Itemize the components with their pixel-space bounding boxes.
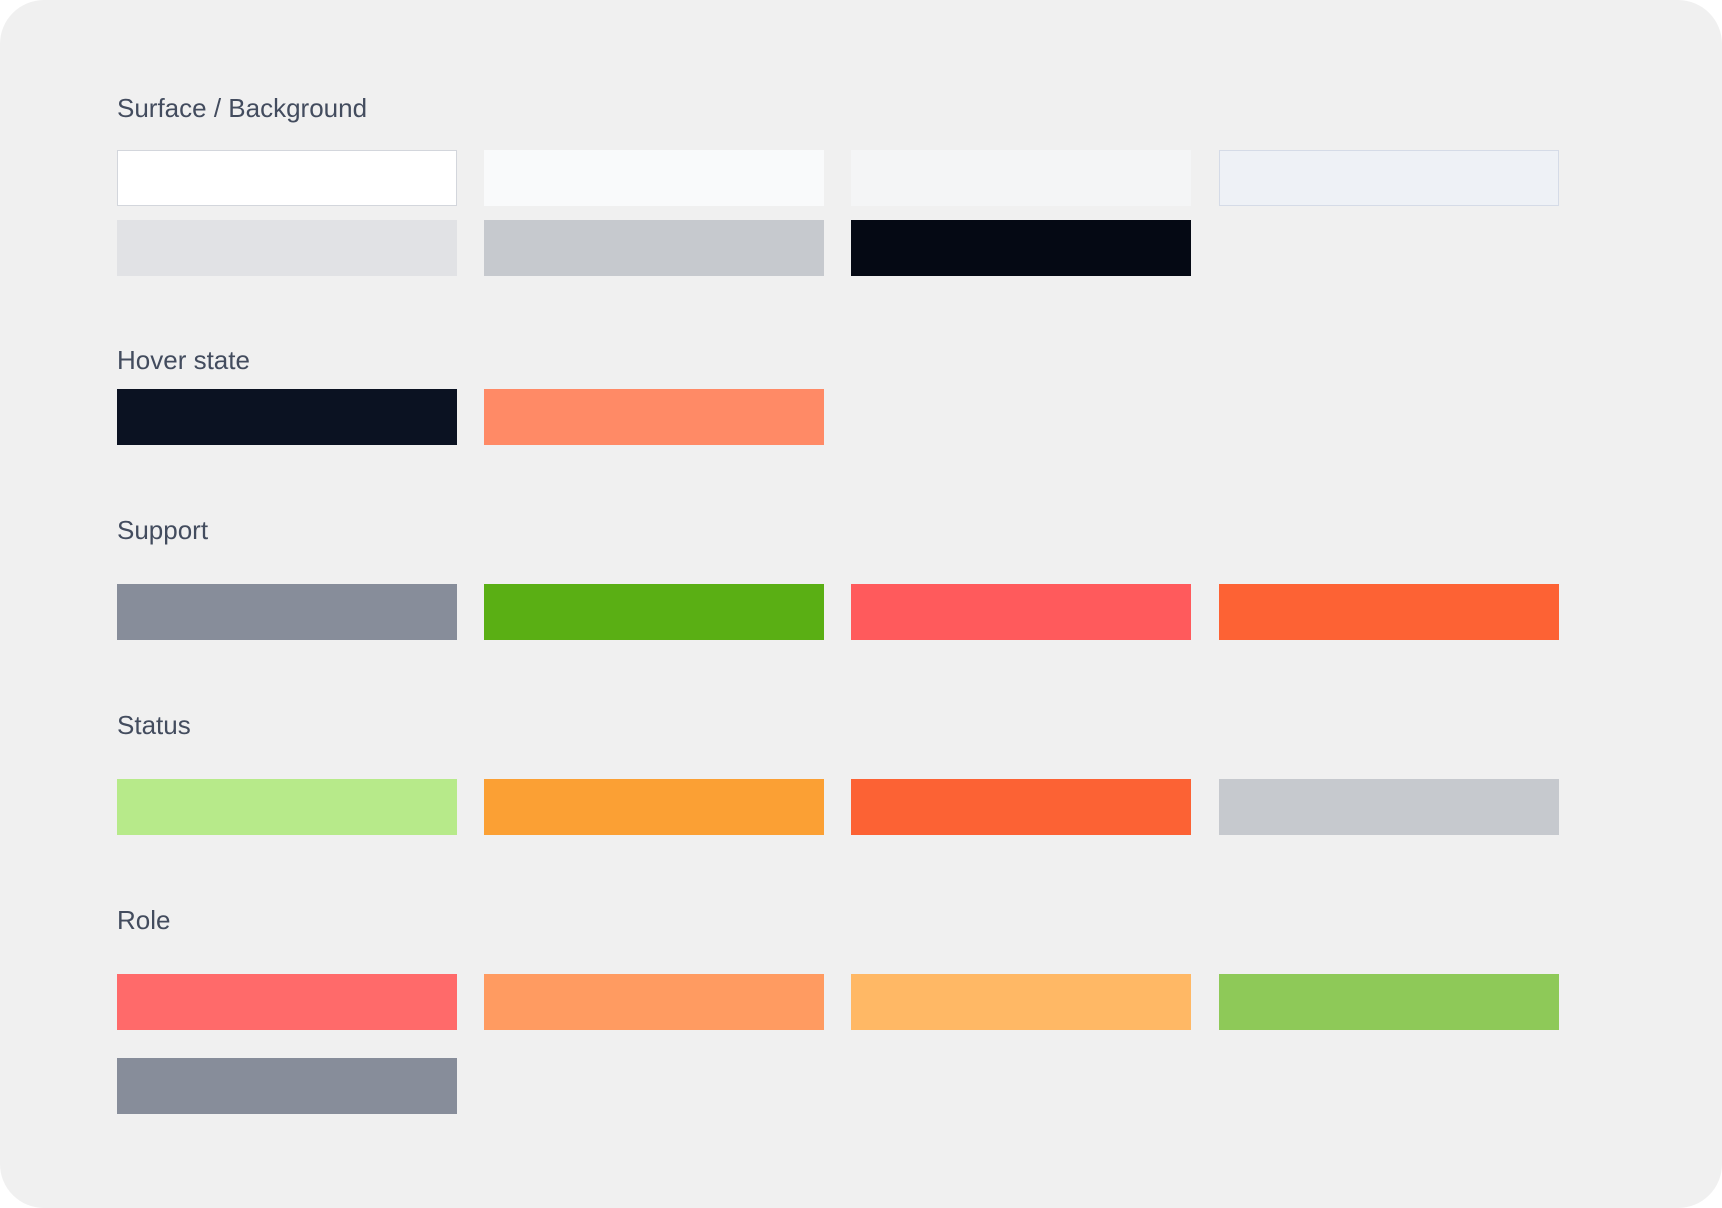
- swatch-role-1: [117, 974, 457, 1030]
- swatch-status-2: [484, 779, 824, 835]
- swatch-role-4: [1219, 974, 1559, 1030]
- swatch-surface-6: [484, 220, 824, 276]
- section-title-support: Support: [117, 515, 209, 545]
- swatch-status-3: [851, 779, 1191, 835]
- swatch-surface-1: [117, 150, 457, 206]
- section-title-status: Status: [117, 710, 191, 740]
- swatch-support-2: [484, 584, 824, 640]
- swatch-surface-4: [1219, 150, 1559, 206]
- swatch-surface-2: [484, 150, 824, 206]
- swatch-hover-1: [117, 389, 457, 445]
- swatch-surface-5: [117, 220, 457, 276]
- swatch-role-3: [851, 974, 1191, 1030]
- swatch-surface-7: [851, 220, 1191, 276]
- swatch-role-5: [117, 1058, 457, 1114]
- swatch-role-2: [484, 974, 824, 1030]
- swatch-surface-3: [851, 150, 1191, 206]
- swatch-support-4: [1219, 584, 1559, 640]
- swatch-support-1: [117, 584, 457, 640]
- swatch-hover-2: [484, 389, 824, 445]
- swatch-status-1: [117, 779, 457, 835]
- section-title-surface: Surface / Background: [117, 93, 368, 123]
- swatch-support-3: [851, 584, 1191, 640]
- section-title-hover: Hover state: [117, 345, 250, 375]
- section-title-role: Role: [117, 905, 171, 935]
- swatch-status-4: [1219, 779, 1559, 835]
